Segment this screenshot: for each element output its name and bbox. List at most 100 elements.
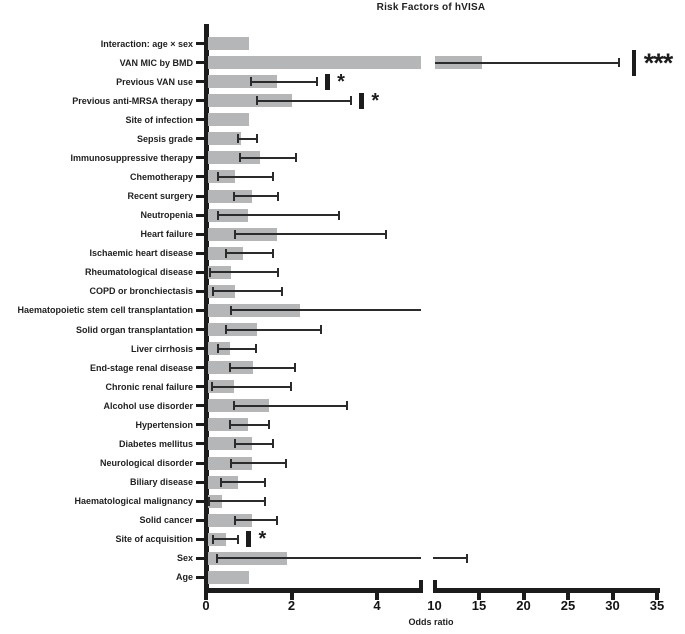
error-bar-line bbox=[235, 519, 278, 522]
category-tick bbox=[196, 442, 205, 446]
error-bar-line bbox=[257, 99, 352, 102]
error-bar-line bbox=[235, 233, 386, 236]
row-label: Haematopoietic stem cell transplantation bbox=[17, 305, 193, 316]
error-bar-cap bbox=[337, 210, 340, 220]
row-label: Liver cirrhosis bbox=[130, 343, 193, 354]
error-bar-line bbox=[226, 252, 273, 255]
chart-title: Risk Factors of hVISA bbox=[376, 2, 486, 13]
error-bar-cap bbox=[263, 496, 266, 506]
x-tick-label: 35 bbox=[649, 598, 665, 613]
row-label: Site of acquisition bbox=[115, 534, 193, 545]
category-tick bbox=[196, 537, 205, 541]
row-label: Solid organ transplantation bbox=[75, 324, 193, 335]
error-bar-cap bbox=[272, 439, 275, 449]
x-tick bbox=[204, 592, 208, 600]
y-axis-spine bbox=[204, 24, 209, 592]
category-tick bbox=[196, 423, 205, 427]
category-tick bbox=[196, 156, 205, 160]
x-tick bbox=[610, 592, 615, 600]
category-tick bbox=[196, 366, 205, 370]
error-bar-cap bbox=[272, 172, 275, 182]
x-tick-label: 10 bbox=[427, 598, 442, 613]
error-bar-line bbox=[234, 404, 347, 407]
category-tick bbox=[196, 385, 205, 389]
x-tick-label: 0 bbox=[202, 598, 210, 613]
bar bbox=[208, 418, 248, 432]
x-tick-label: 20 bbox=[516, 598, 531, 613]
row-label: End-stage renal disease bbox=[89, 362, 193, 373]
category-tick bbox=[196, 118, 205, 122]
axis-break-tick-right bbox=[432, 580, 437, 588]
category-tick bbox=[196, 137, 205, 141]
error-bar-line bbox=[240, 156, 296, 159]
bar bbox=[208, 189, 252, 203]
row-label: Hypertension bbox=[135, 419, 193, 430]
significance-marker-bar bbox=[246, 531, 251, 548]
row-label: Age bbox=[175, 572, 193, 583]
category-tick bbox=[196, 80, 205, 84]
x-tick bbox=[655, 592, 659, 600]
error-bar-cap bbox=[256, 134, 259, 144]
error-bar-cap bbox=[316, 77, 319, 87]
row-label: Biliary disease bbox=[129, 477, 193, 488]
x-tick bbox=[289, 592, 294, 600]
error-bar-cap bbox=[284, 458, 287, 468]
category-tick bbox=[196, 556, 205, 560]
error-bar-cap bbox=[280, 286, 283, 296]
category-tick bbox=[196, 480, 205, 484]
row-label: Recent surgery bbox=[127, 191, 193, 202]
x-tick-label: 2 bbox=[287, 598, 296, 613]
category-tick bbox=[196, 518, 205, 522]
error-bar-line bbox=[226, 328, 321, 331]
error-bar-line bbox=[235, 442, 274, 445]
category-tick bbox=[196, 308, 205, 312]
row-label: Chemotherapy bbox=[129, 171, 193, 182]
error-bar-line bbox=[230, 462, 286, 465]
category-tick bbox=[196, 232, 205, 236]
category-tick bbox=[196, 270, 205, 274]
error-bar-cap bbox=[384, 229, 387, 239]
row-label: Diabetes mellitus bbox=[118, 438, 193, 449]
row-label: Heart failure bbox=[140, 229, 193, 240]
bar bbox=[208, 94, 292, 108]
row-label: Solid cancer bbox=[139, 515, 193, 526]
bar-segment bbox=[208, 56, 421, 70]
category-tick bbox=[196, 461, 205, 465]
category-tick bbox=[196, 404, 205, 408]
error-bar-cap bbox=[255, 344, 258, 354]
x-tick bbox=[521, 592, 526, 600]
row-label: Ischaemic heart disease bbox=[89, 248, 193, 259]
bar bbox=[208, 132, 242, 146]
row-label: COPD or bronchiectasis bbox=[89, 286, 193, 297]
x-tick bbox=[566, 592, 570, 600]
error-bar-line bbox=[229, 423, 269, 426]
error-bar-cap bbox=[290, 382, 293, 392]
row-label: Chronic renal failure bbox=[105, 381, 193, 392]
error-bar-cap bbox=[237, 534, 240, 544]
row-label: Immunosuppressive therapy bbox=[70, 152, 193, 163]
error-bar-cap bbox=[345, 401, 348, 411]
x-tick-label: 4 bbox=[373, 598, 381, 613]
error-bar-line bbox=[211, 385, 292, 388]
error-bar-line bbox=[220, 481, 265, 484]
significance-marker-bar bbox=[359, 92, 364, 109]
error-bar-cap bbox=[276, 267, 279, 277]
error-bar-cap bbox=[293, 363, 296, 373]
axis-break-tick-left bbox=[418, 580, 423, 588]
category-tick bbox=[196, 347, 205, 351]
error-bar-cap bbox=[617, 58, 620, 68]
error-bar-line bbox=[213, 538, 239, 541]
row-label: Site of infection bbox=[125, 114, 194, 125]
x-axis-label: Odds ratio bbox=[408, 617, 454, 627]
category-tick bbox=[196, 499, 205, 503]
error-bar-line bbox=[216, 557, 421, 560]
row-label: Previous anti-MRSA therapy bbox=[72, 95, 193, 106]
error-bar-line bbox=[217, 175, 274, 178]
row-label: Haematological malignancy bbox=[74, 496, 193, 507]
error-bar-cap bbox=[263, 477, 266, 487]
row-label: Previous VAN use bbox=[116, 76, 193, 87]
error-bar-cap bbox=[267, 420, 270, 430]
bar bbox=[208, 75, 277, 89]
x-tick bbox=[477, 592, 481, 600]
